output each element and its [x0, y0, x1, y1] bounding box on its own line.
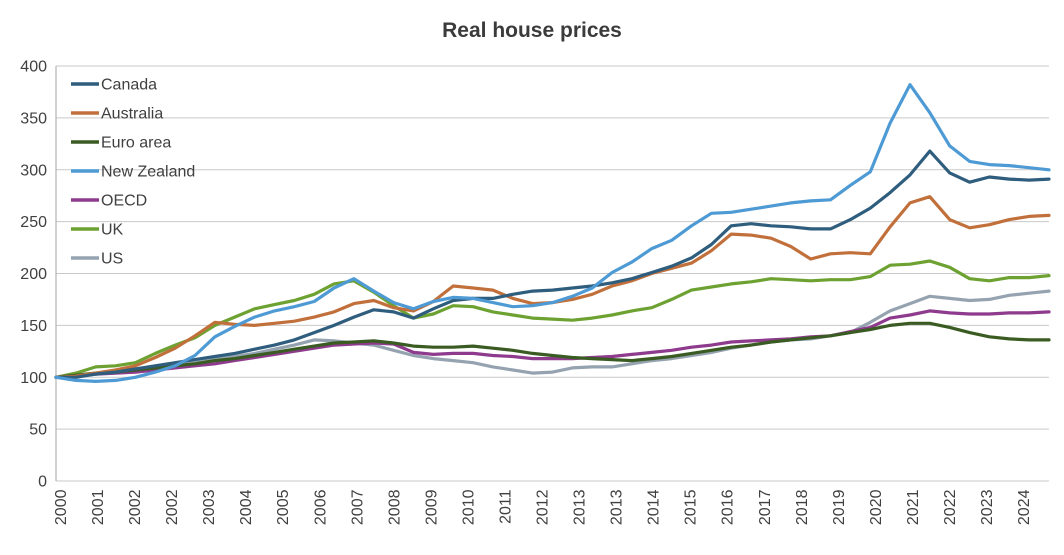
legend-item-us: US	[71, 251, 123, 268]
x-tick-label-9: 2008	[386, 489, 403, 525]
x-tick-label-25: 2023	[979, 489, 996, 525]
legend-item-uk: UK	[71, 222, 124, 239]
x-tick-label-12: 2011	[497, 489, 514, 524]
grid-layer	[55, 65, 1049, 482]
chart-title: Real house prices	[442, 19, 622, 42]
legend-label-oecd: OECD	[101, 193, 147, 210]
x-tick-label-18: 2016	[720, 489, 737, 525]
y-tick-label-50: 50	[29, 422, 47, 439]
x-tick-label-21: 2019	[831, 489, 848, 525]
legend-item-new-zealand: New Zealand	[71, 164, 195, 181]
x-tick-label-6: 2005	[275, 489, 292, 525]
x-tick-label-17: 2015	[683, 489, 700, 525]
series-line-canada	[54, 149, 1051, 379]
legend-label-new-zealand: New Zealand	[101, 164, 195, 181]
legend-item-euro-area: Euro area	[71, 135, 171, 152]
x-tick-label-7: 2006	[312, 489, 329, 525]
y-tick-label-200: 200	[20, 266, 47, 283]
x-tick-label-23: 2021	[905, 489, 922, 525]
y-tick-label-0: 0	[38, 474, 47, 491]
legend-item-australia: Australia	[71, 106, 163, 123]
x-tick-label-5: 2004	[238, 489, 255, 525]
x-tick-label-19: 2017	[757, 489, 774, 525]
legend-label-euro-area: Euro area	[101, 135, 171, 152]
series-layer	[54, 83, 1051, 383]
x-tick-label-14: 2013	[572, 489, 589, 525]
legend-item-oecd: OECD	[71, 193, 147, 210]
y-tick-label-150: 150	[20, 318, 47, 335]
x-tick-label-11: 2010	[460, 489, 477, 525]
x-tick-label-26: 2024	[1016, 489, 1033, 525]
y-tick-label-250: 250	[20, 214, 47, 231]
x-tick-label-10: 2009	[423, 489, 440, 525]
legend-label-uk: UK	[101, 222, 124, 239]
x-tick-label-3: 2002	[164, 489, 181, 525]
series-line-oecd	[54, 309, 1051, 379]
y-tick-label-400: 400	[20, 59, 47, 76]
y-tick-label-350: 350	[20, 110, 47, 127]
x-tick-label-13: 2012	[535, 489, 552, 525]
x-tick-label-24: 2022	[942, 489, 959, 525]
x-tick-label-2: 2002	[127, 489, 144, 525]
legend: Canada Australia Euro area New Zealand OECD U…	[71, 77, 195, 268]
x-tick-label-0: 2000	[53, 489, 70, 525]
legend-label-australia: Australia	[101, 106, 163, 123]
legend-label-canada: Canada	[101, 77, 157, 94]
axis-layer: 0 50 100 150 200 250 300 350 400 2000 2001 2002 2002…	[20, 59, 1033, 526]
x-tick-label-20: 2018	[794, 489, 811, 525]
x-tick-label-1: 2001	[90, 489, 107, 525]
x-tick-label-16: 2014	[646, 489, 663, 525]
series-line-australia	[54, 195, 1051, 379]
y-tick-label-300: 300	[20, 162, 47, 179]
legend-item-canada: Canada	[71, 77, 157, 94]
x-tick-label-8: 2007	[349, 489, 366, 525]
series-line-euro-area	[54, 321, 1051, 379]
series-line-new-zealand	[54, 83, 1051, 383]
x-tick-label-15: 2013	[609, 489, 626, 525]
legend-label-us: US	[101, 251, 123, 268]
x-tick-label-22: 2020	[868, 489, 885, 525]
x-tick-label-4: 2003	[201, 489, 218, 525]
y-tick-label-100: 100	[20, 370, 47, 387]
